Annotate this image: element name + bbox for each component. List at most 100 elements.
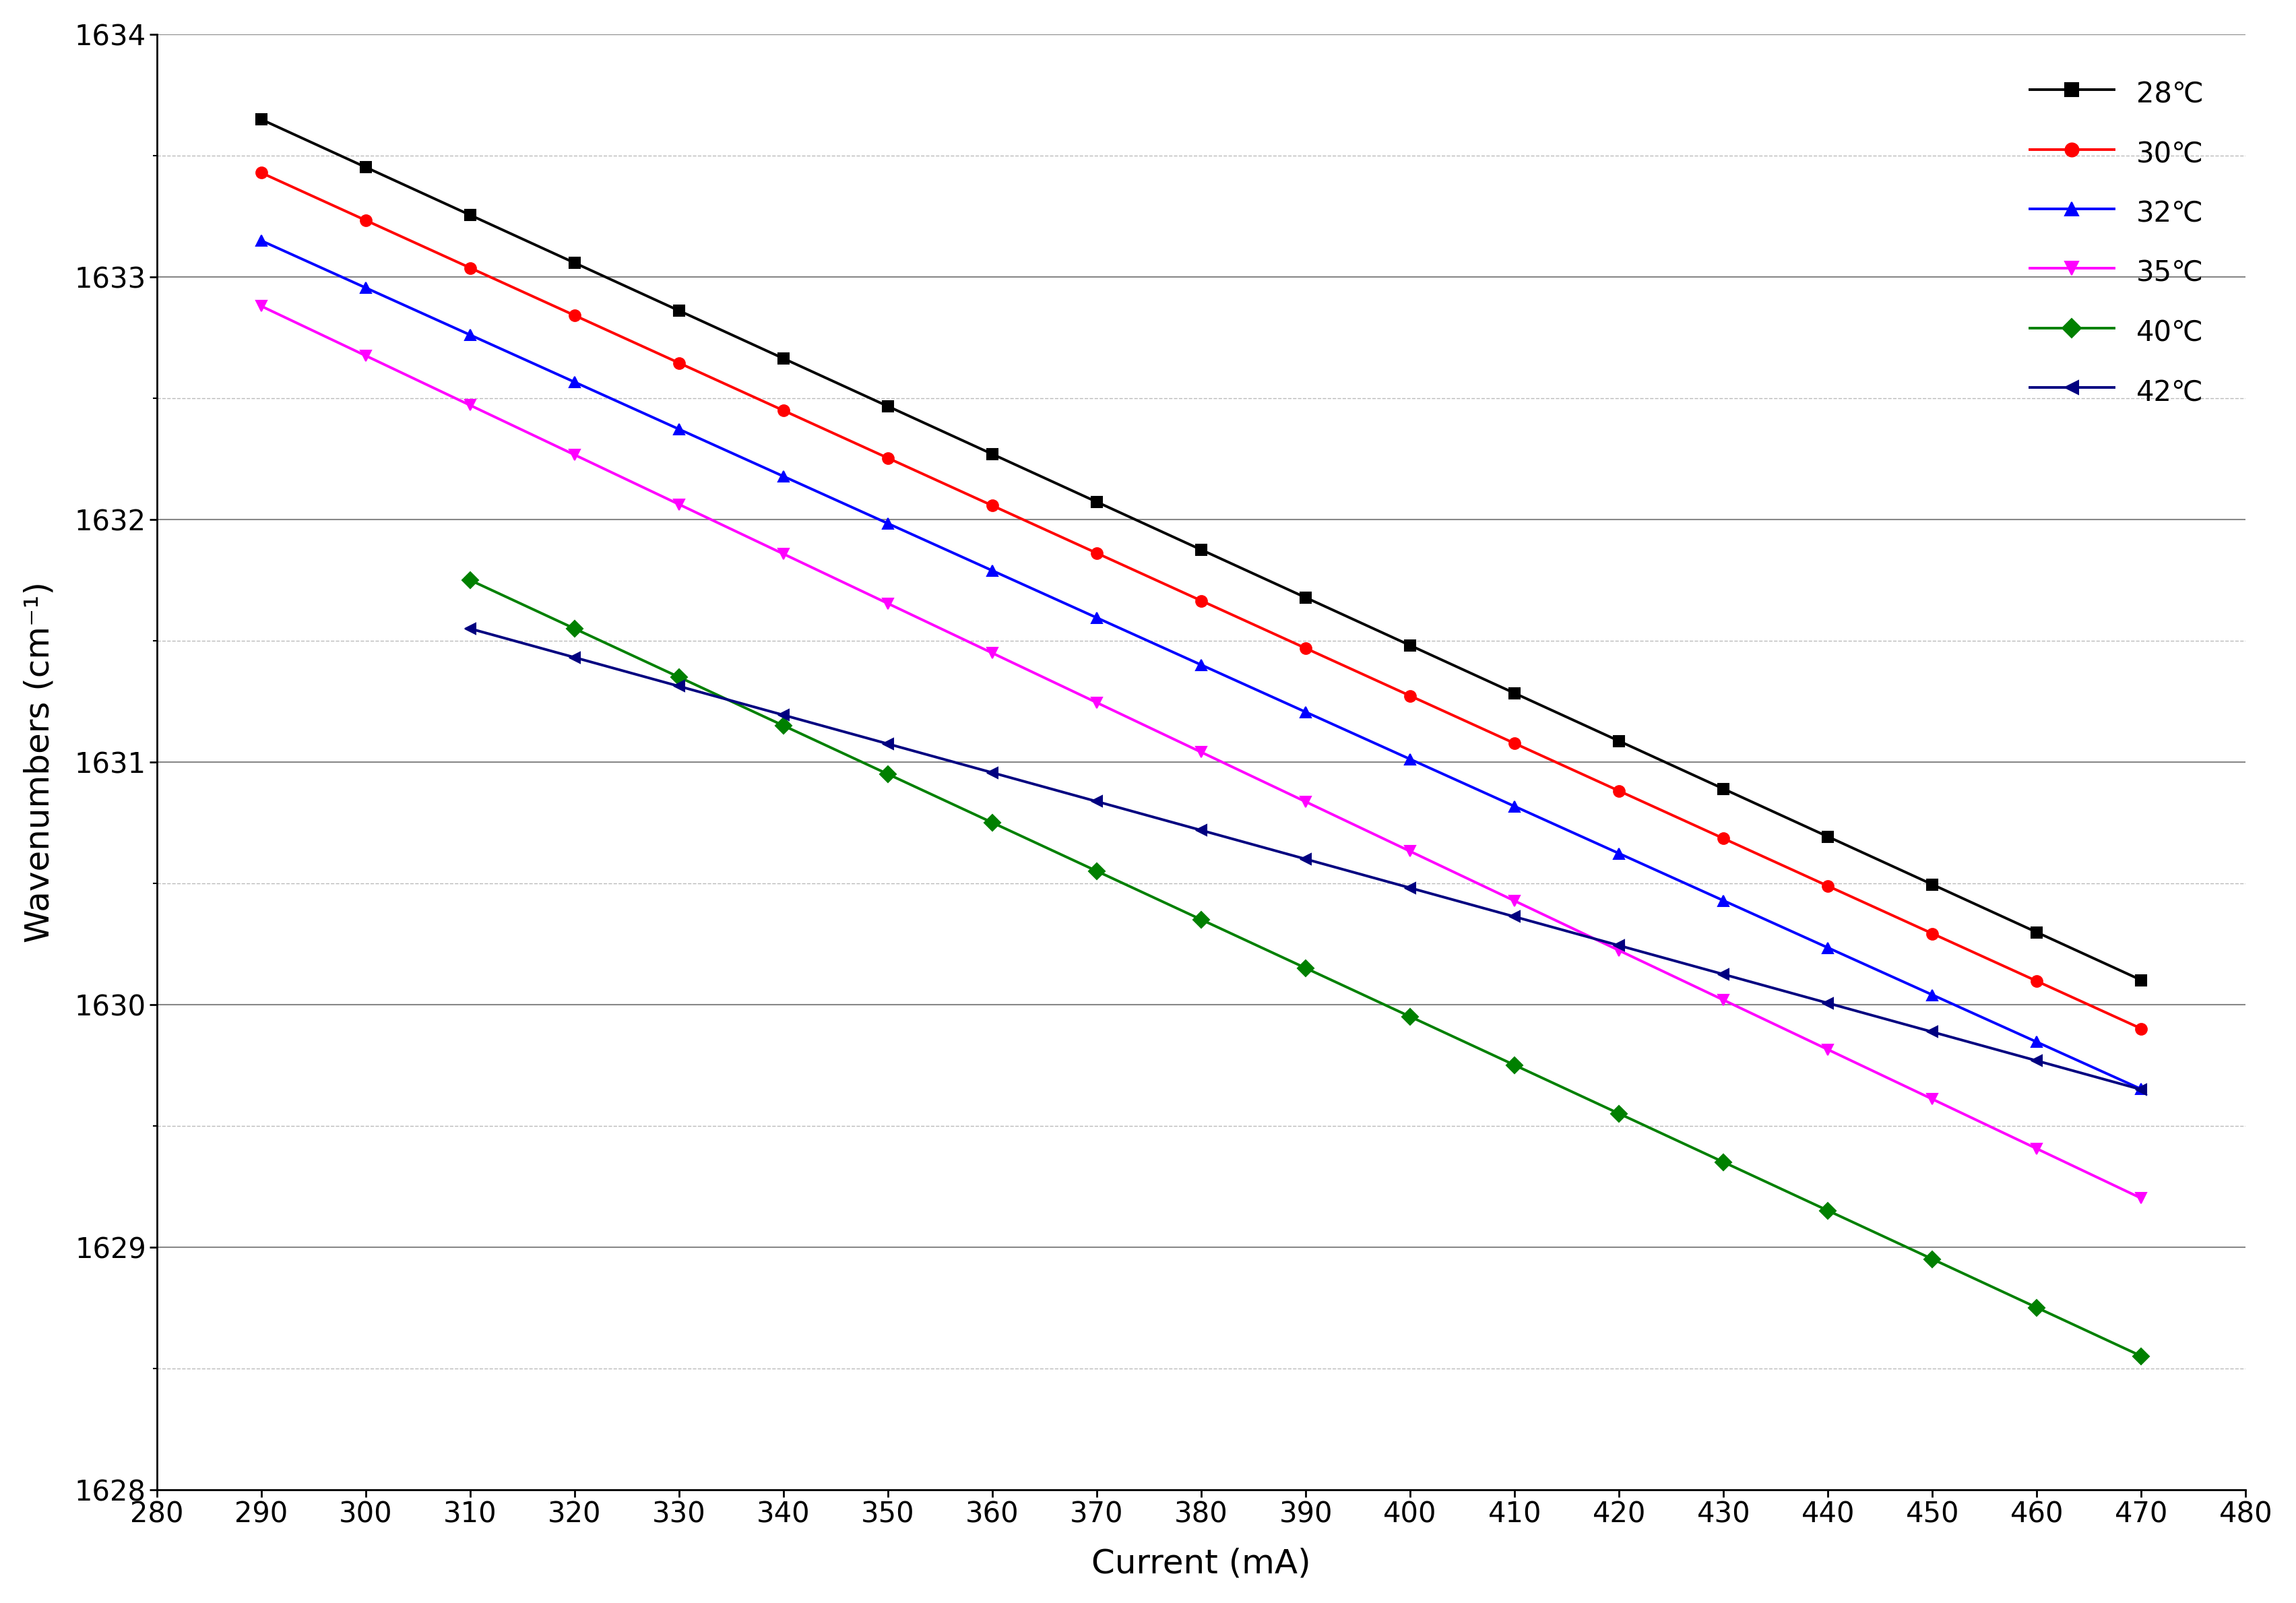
Line: 32℃: 32℃ (255, 236, 2147, 1095)
28℃ (1605, 731, 1632, 750)
Line: 40℃: 40℃ (464, 574, 2147, 1361)
40℃ (1814, 1201, 1841, 1220)
Legend: 28℃, 30℃, 32℃, 35℃, 40℃, 42℃: 28℃, 30℃, 32℃, 35℃, 40℃, 42℃ (2002, 48, 2232, 436)
X-axis label: Current (mA): Current (mA) (1091, 1547, 1311, 1579)
40℃ (560, 619, 588, 638)
42℃ (1711, 965, 1738, 984)
40℃ (1187, 911, 1215, 930)
28℃ (560, 253, 588, 273)
32℃ (560, 372, 588, 391)
35℃ (875, 593, 902, 612)
28℃ (875, 396, 902, 415)
28℃ (351, 157, 379, 176)
28℃ (1187, 540, 1215, 559)
40℃ (2023, 1298, 2050, 1318)
40℃ (1605, 1104, 1632, 1124)
40℃ (978, 813, 1006, 832)
30℃ (2128, 1020, 2156, 1039)
35℃ (769, 545, 797, 564)
32℃ (666, 420, 693, 439)
35℃ (2128, 1189, 2156, 1209)
Line: 28℃: 28℃ (255, 114, 2147, 986)
32℃ (1084, 608, 1111, 627)
35℃ (457, 396, 484, 415)
35℃ (351, 346, 379, 365)
28℃ (1814, 827, 1841, 846)
32℃ (351, 279, 379, 298)
32℃ (1605, 843, 1632, 862)
35℃ (1293, 792, 1320, 811)
35℃ (1605, 941, 1632, 960)
40℃ (769, 717, 797, 736)
28℃ (1396, 636, 1424, 656)
30℃ (875, 449, 902, 468)
30℃ (560, 306, 588, 325)
42℃ (1396, 878, 1424, 898)
35℃ (978, 643, 1006, 662)
40℃ (1084, 861, 1111, 880)
32℃ (2023, 1032, 2050, 1052)
32℃ (978, 561, 1006, 580)
28℃ (1711, 779, 1738, 798)
30℃ (1187, 592, 1215, 611)
35℃ (1502, 891, 1529, 911)
28℃ (666, 301, 693, 321)
42℃ (560, 648, 588, 667)
32℃ (1711, 891, 1738, 911)
28℃ (1919, 875, 1947, 894)
40℃ (1293, 959, 1320, 978)
32℃ (1919, 986, 1947, 1005)
28℃ (1084, 492, 1111, 511)
28℃ (248, 109, 276, 128)
42℃ (769, 705, 797, 725)
42℃ (875, 734, 902, 753)
Line: 42℃: 42℃ (464, 624, 2147, 1095)
35℃ (1396, 842, 1424, 861)
42℃ (1814, 994, 1841, 1013)
35℃ (2023, 1140, 2050, 1159)
42℃ (1293, 850, 1320, 869)
28℃ (978, 444, 1006, 463)
40℃ (666, 667, 693, 686)
32℃ (1396, 750, 1424, 769)
30℃ (248, 164, 276, 183)
28℃ (2023, 923, 2050, 943)
30℃ (1293, 638, 1320, 657)
40℃ (1396, 1007, 1424, 1026)
30℃ (2023, 971, 2050, 991)
28℃ (2128, 970, 2156, 989)
30℃ (769, 401, 797, 420)
35℃ (248, 297, 276, 316)
30℃ (1711, 829, 1738, 848)
42℃ (2023, 1052, 2050, 1071)
35℃ (1711, 991, 1738, 1010)
32℃ (457, 325, 484, 345)
42℃ (1605, 936, 1632, 955)
28℃ (1293, 588, 1320, 608)
Y-axis label: Wavenumbers (cm⁻¹): Wavenumbers (cm⁻¹) (23, 582, 55, 943)
42℃ (2128, 1080, 2156, 1100)
42℃ (978, 763, 1006, 782)
32℃ (1187, 656, 1215, 675)
28℃ (1502, 683, 1529, 702)
28℃ (769, 349, 797, 369)
40℃ (1502, 1055, 1529, 1074)
40℃ (2128, 1347, 2156, 1366)
30℃ (1605, 781, 1632, 800)
35℃ (666, 495, 693, 515)
40℃ (1711, 1153, 1738, 1172)
42℃ (1187, 821, 1215, 840)
32℃ (248, 231, 276, 250)
Line: 30℃: 30℃ (255, 167, 2147, 1034)
42℃ (666, 676, 693, 696)
32℃ (1814, 938, 1841, 957)
40℃ (1919, 1249, 1947, 1268)
35℃ (560, 446, 588, 465)
32℃ (769, 466, 797, 486)
30℃ (1396, 686, 1424, 705)
35℃ (1814, 1040, 1841, 1060)
40℃ (875, 765, 902, 784)
35℃ (1187, 742, 1215, 761)
42℃ (1502, 907, 1529, 927)
35℃ (1919, 1090, 1947, 1109)
